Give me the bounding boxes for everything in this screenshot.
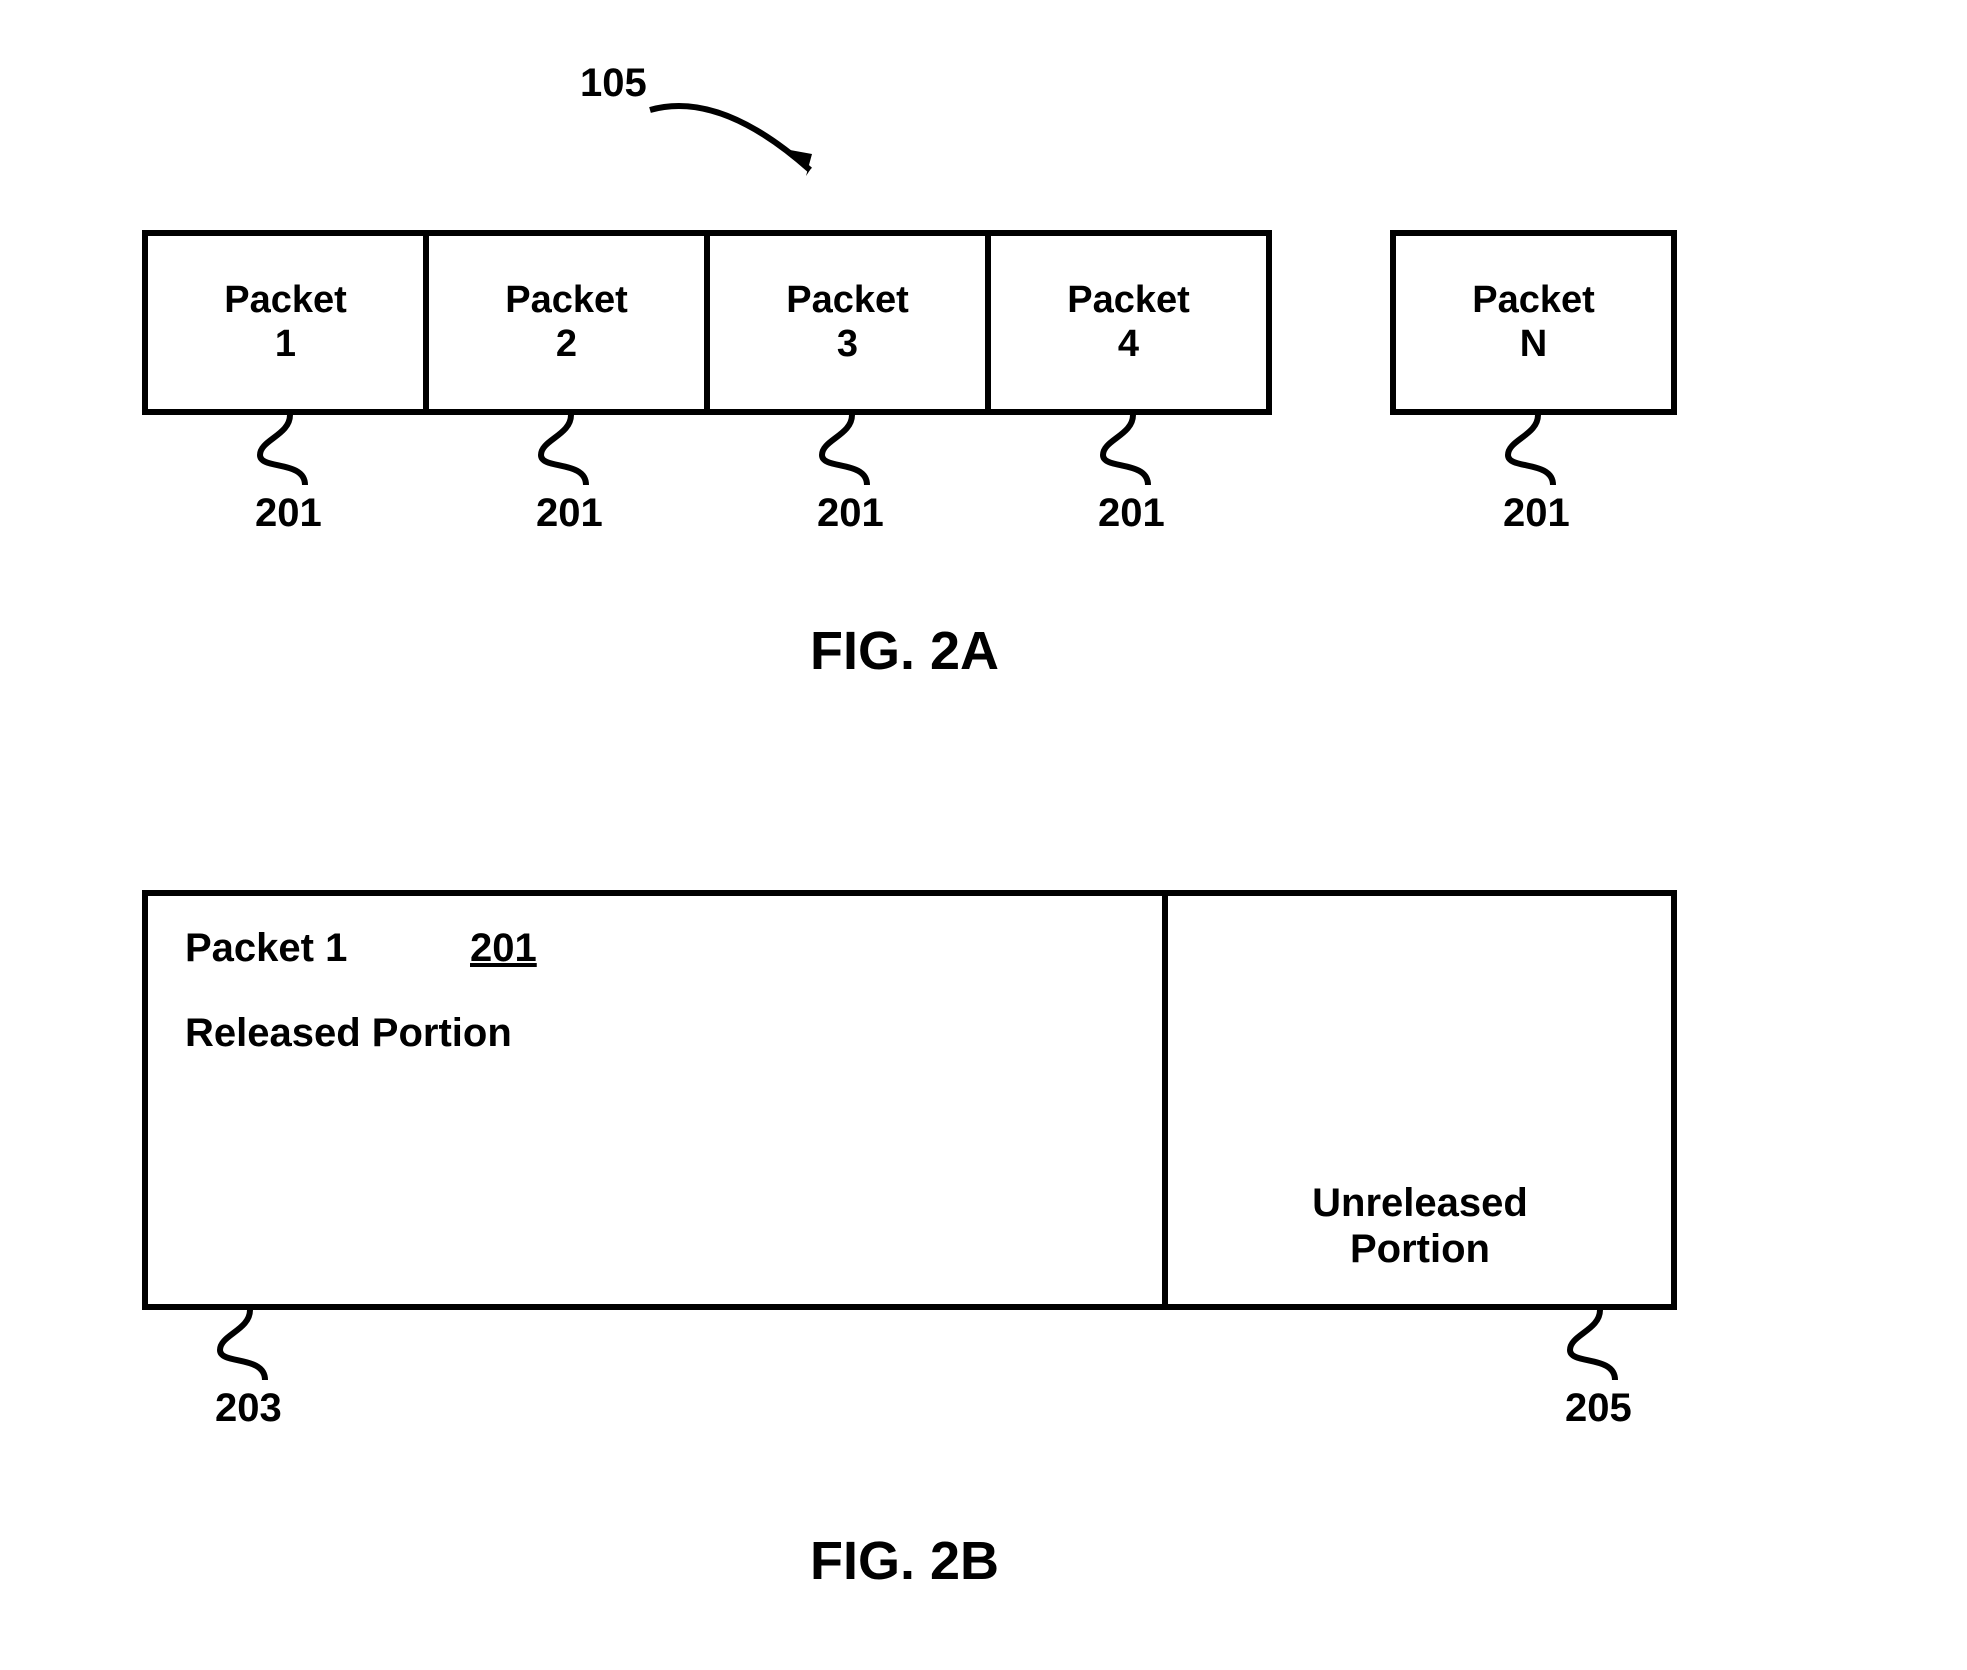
fig2b-released-label: Released Portion <box>185 1010 512 1056</box>
fig2a-leader-3 <box>812 415 892 485</box>
fig2a-packet-label-1: Packet 1 <box>224 279 347 366</box>
fig2a-ref-3: 201 <box>817 490 884 536</box>
fig2a-leader-4 <box>1093 415 1173 485</box>
fig2b-title: FIG. 2B <box>810 1530 999 1592</box>
fig2b-divider <box>1162 890 1168 1310</box>
fig2b-packet1-ref: 201 <box>470 925 537 971</box>
fig2a-packet-cell-4: Packet 4 <box>985 230 1272 415</box>
fig2b-ref-205: 205 <box>1565 1385 1632 1431</box>
fig2a-leader-n <box>1498 415 1578 485</box>
fig2a-packet-label-n: Packet N <box>1472 279 1595 366</box>
diagram-canvas: 105 Packet 1 Packet 2 Packet 3 Packet 4 … <box>0 0 1967 1670</box>
fig2a-packet-cell-n: Packet N <box>1390 230 1677 415</box>
fig2a-packet-label-3: Packet 3 <box>786 279 909 366</box>
fig2b-packet1-label: Packet 1 <box>185 925 347 971</box>
fig2a-overall-ref-arrow <box>640 80 860 220</box>
fig2a-packet-cell-3: Packet 3 <box>704 230 991 415</box>
fig2a-ref-4: 201 <box>1098 490 1165 536</box>
fig2b-leader-203 <box>210 1310 290 1380</box>
fig2a-overall-ref: 105 <box>580 60 647 106</box>
fig2a-ref-n: 201 <box>1503 490 1570 536</box>
fig2a-packet-cell-1: Packet 1 <box>142 230 429 415</box>
fig2a-packet-label-2: Packet 2 <box>505 279 628 366</box>
fig2b-unreleased-label: Unreleased Portion <box>1200 1180 1640 1272</box>
fig2a-packet-label-4: Packet 4 <box>1067 279 1190 366</box>
fig2b-ref-203: 203 <box>215 1385 282 1431</box>
fig2a-ref-2: 201 <box>536 490 603 536</box>
fig2a-packet-cell-2: Packet 2 <box>423 230 710 415</box>
fig2a-leader-2 <box>531 415 611 485</box>
fig2a-title: FIG. 2A <box>810 620 999 682</box>
fig2b-leader-205 <box>1560 1310 1640 1380</box>
fig2a-ref-1: 201 <box>255 490 322 536</box>
fig2a-leader-1 <box>250 415 330 485</box>
